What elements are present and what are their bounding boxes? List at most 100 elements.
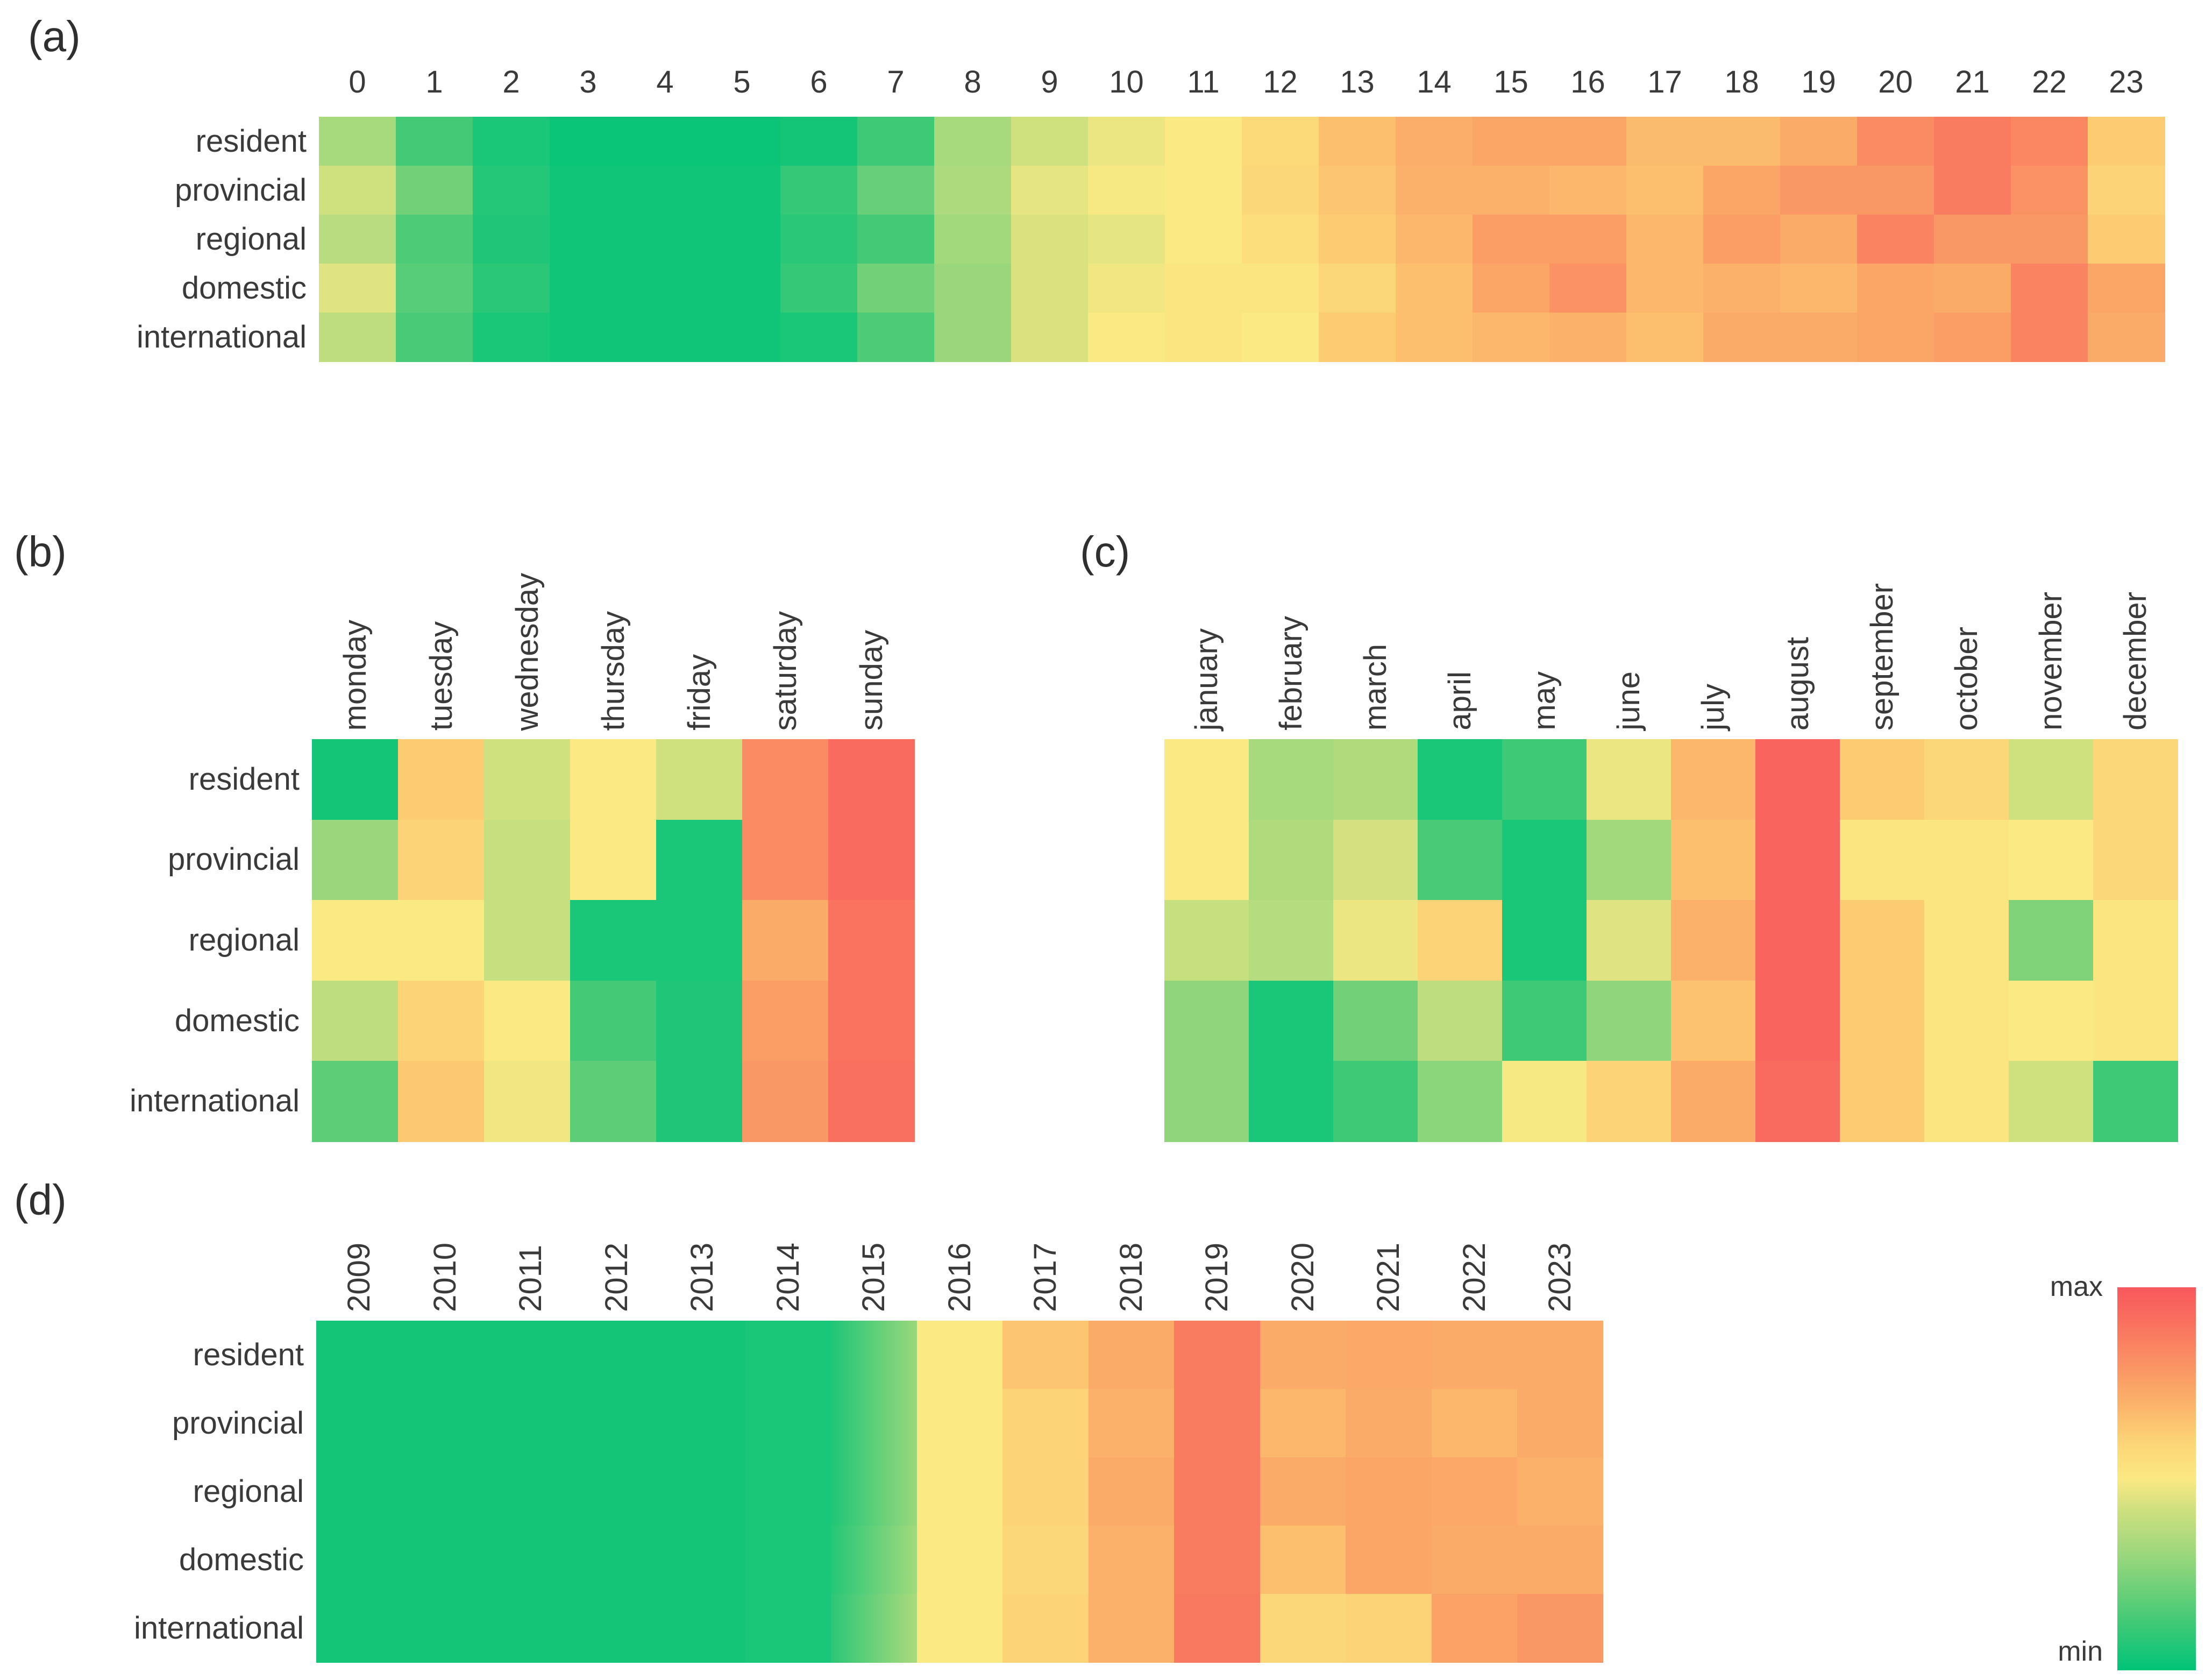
heatmap-a-cell-provincial-20 (1857, 166, 1934, 215)
heatmap-d-cell-resident-2016 (916, 1321, 1003, 1390)
col-label-text: may (1527, 671, 1562, 731)
col-label-text: wednesday (509, 572, 545, 731)
heatmap-d-cell-regional-2023 (1517, 1457, 1604, 1526)
heatmap-b-cell-resident-wednesday (484, 739, 571, 820)
heatmap-b-cell-regional-tuesday (398, 900, 485, 981)
heatmap-a-cell-domestic-8 (934, 264, 1012, 313)
heatmap-d-cell-domestic-2021 (1346, 1526, 1432, 1594)
heatmap-c-cell-regional-october (1924, 900, 2009, 981)
col-label-text: 2020 (1285, 1242, 1320, 1312)
heatmap-c-cell-domestic-june (1587, 980, 1672, 1061)
heatmap-b-cell-regional-friday (656, 900, 743, 981)
row-label-d-domestic: domestic (179, 1542, 304, 1577)
col-label-d-2011: 2011 (509, 1122, 552, 1312)
heatmap-b-cell-resident-tuesday (398, 739, 485, 820)
col-label-text: 2017 (1028, 1242, 1063, 1312)
heatmap-b-cell-provincial-wednesday (484, 819, 571, 901)
heatmap-a-cell-domestic-4 (627, 264, 704, 313)
heatmap-d-cell-international-2012 (573, 1594, 660, 1663)
col-label-b-sunday: sunday (850, 508, 893, 731)
col-label-text: 2011 (513, 1245, 549, 1312)
heatmap-a-cell-domestic-13 (1319, 264, 1396, 313)
heatmap-a-cell-regional-18 (1703, 215, 1781, 264)
col-label-c-january: january (1185, 508, 1228, 731)
heatmap-d-cell-resident-2015 (831, 1321, 917, 1390)
heatmap-a-cell-international-23 (2088, 313, 2165, 362)
heatmap-c-cell-resident-november (2009, 739, 2094, 820)
heatmap-a-cell-international-0 (319, 313, 396, 362)
heatmap-c-cell-resident-september (1840, 739, 1925, 820)
heatmap-a-cell-provincial-15 (1473, 166, 1550, 215)
heatmap-c-cell-international-january (1164, 1061, 1249, 1142)
heatmap-a-cell-provincial-18 (1703, 166, 1781, 215)
heatmap-a-cell-domestic-5 (703, 264, 781, 313)
heatmap-d-cell-domestic-2012 (573, 1526, 660, 1594)
heatmap-c-cell-domestic-november (2009, 980, 2094, 1061)
heatmap-a-cell-international-12 (1242, 313, 1319, 362)
heatmap-b-cell-resident-saturday (742, 739, 829, 820)
col-label-a-13: 13 (1340, 65, 1375, 100)
heatmap-a-cell-resident-10 (1088, 117, 1165, 166)
heatmap-d-cell-regional-2018 (1088, 1457, 1175, 1526)
heatmap-d-cell-domestic-2015 (831, 1526, 917, 1594)
col-label-text: july (1696, 683, 1731, 731)
heatmap-c-cell-resident-august (1755, 739, 1840, 820)
col-label-a-23: 23 (2109, 65, 2144, 100)
heatmap-b-cell-international-saturday (742, 1061, 829, 1142)
heatmap-b-cell-provincial-tuesday (398, 819, 485, 901)
heatmap-d-cell-domestic-2017 (1002, 1526, 1089, 1594)
col-label-c-june: june (1608, 508, 1651, 731)
col-label-b-thursday: thursday (592, 508, 635, 731)
heatmap-a-cell-regional-11 (1165, 215, 1242, 264)
heatmap-d-cell-international-2009 (316, 1594, 403, 1663)
col-label-b-friday: friday (678, 508, 721, 731)
heatmap-a-cell-regional-3 (550, 215, 627, 264)
heatmap-d-cell-international-2019 (1174, 1594, 1261, 1663)
heatmap-a-cell-regional-6 (780, 215, 858, 264)
heatmap-c-cell-provincial-july (1671, 819, 1756, 901)
row-label-a-domestic: domestic (181, 270, 307, 306)
heatmap-c-cell-domestic-october (1924, 980, 2009, 1061)
heatmap-c-cell-resident-december (2093, 739, 2178, 820)
heatmap-a-cell-domestic-20 (1857, 264, 1934, 313)
col-label-c-april: april (1439, 508, 1482, 731)
heatmap-a-cell-resident-16 (1549, 117, 1627, 166)
col-label-text: march (1358, 643, 1393, 731)
heatmap-a-cell-international-15 (1473, 313, 1550, 362)
heatmap-a-cell-international-16 (1549, 313, 1627, 362)
heatmap-a-cell-provincial-4 (627, 166, 704, 215)
heatmap-d-cell-resident-2020 (1260, 1321, 1346, 1390)
heatmap-a-cell-resident-3 (550, 117, 627, 166)
col-label-text: june (1611, 671, 1646, 731)
col-label-a-2: 2 (502, 65, 520, 100)
heatmap-a-cell-resident-13 (1319, 117, 1396, 166)
heatmap-a-cell-regional-1 (396, 215, 473, 264)
heatmap-d-cell-provincial-2011 (488, 1389, 574, 1458)
heatmap-a-cell-domestic-19 (1780, 264, 1858, 313)
heatmap-a-cell-provincial-0 (319, 166, 396, 215)
heatmap-d-cell-provincial-2009 (316, 1389, 403, 1458)
heatmap-c-cell-resident-june (1587, 739, 1672, 820)
heatmap-b-cell-resident-thursday (570, 739, 657, 820)
col-label-text: december (2118, 592, 2153, 731)
heatmap-d-cell-international-2022 (1431, 1594, 1518, 1663)
heatmap-a-cell-resident-15 (1473, 117, 1550, 166)
col-label-text: saturday (767, 611, 803, 731)
heatmap-c-cell-resident-january (1164, 739, 1249, 820)
heatmap-a-cell-resident-18 (1703, 117, 1781, 166)
heatmap-d-cell-domestic-2022 (1431, 1526, 1518, 1594)
heatmap-a-cell-provincial-22 (2011, 166, 2088, 215)
heatmap-c-cell-domestic-august (1755, 980, 1840, 1061)
heatmap-a-cell-regional-12 (1242, 215, 1319, 264)
heatmap-d-cell-provincial-2022 (1431, 1389, 1518, 1458)
heatmap-a-cell-resident-12 (1242, 117, 1319, 166)
legend-min-label: min (2058, 1636, 2103, 1667)
col-label-text: sunday (853, 629, 889, 731)
heatmap-c-cell-provincial-december (2093, 819, 2178, 901)
heatmap-d-cell-provincial-2019 (1174, 1389, 1261, 1458)
heatmap-b-cell-provincial-monday (312, 819, 399, 901)
heatmap-c-cell-domestic-september (1840, 980, 1925, 1061)
heatmap-d-cell-resident-2022 (1431, 1321, 1518, 1390)
heatmap-a-cell-international-8 (934, 313, 1012, 362)
